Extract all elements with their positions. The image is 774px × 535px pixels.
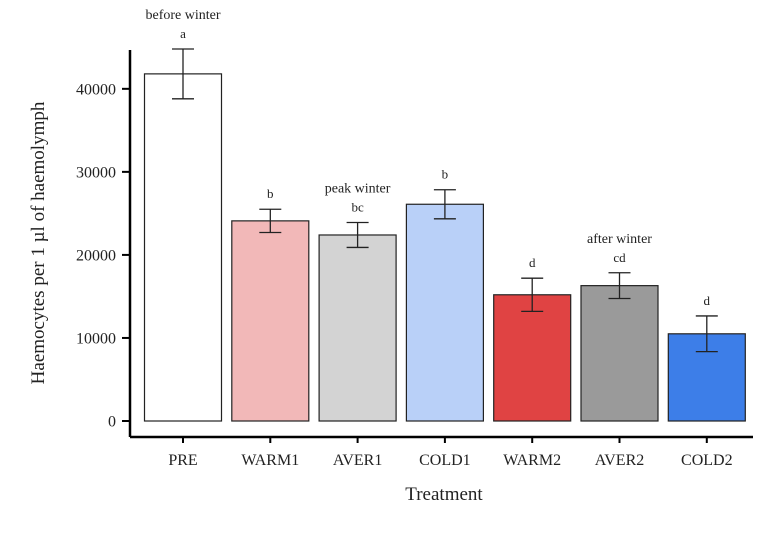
x-tick-label: COLD1 — [419, 452, 471, 469]
x-tick-label: WARM1 — [241, 452, 299, 469]
significance-label: d — [704, 293, 711, 308]
bar-aver2 — [580, 285, 659, 422]
period-annotation: before winter — [145, 8, 220, 23]
x-tick-label: WARM2 — [503, 452, 561, 469]
significance-label: b — [442, 167, 449, 182]
bar-labels-group: a before winter b bc peak winter b d cd after wi… — [145, 8, 710, 308]
bar-warm1 — [231, 220, 310, 422]
bars-group — [143, 73, 746, 422]
y-tick-label: 20000 — [76, 247, 116, 264]
bar-aver1 — [318, 234, 397, 422]
x-tick-label: AVER1 — [333, 452, 383, 469]
error-bars-group — [172, 48, 718, 353]
y-tick-label: 40000 — [76, 81, 116, 98]
bar-warm2 — [493, 294, 572, 422]
x-ticks-group: PRE WARM1 AVER1 COLD1 WARM2 AVER2 COLD2 — [168, 437, 733, 469]
y-ticks-group: 0 10000 20000 30000 40000 — [76, 81, 130, 431]
y-tick-label: 0 — [108, 414, 116, 431]
x-tick-label: PRE — [168, 452, 197, 469]
significance-label: bc — [351, 200, 364, 215]
bar-pre — [143, 73, 223, 422]
significance-label: d — [529, 255, 536, 270]
significance-label: cd — [613, 250, 626, 265]
y-axis-title: Haemocytes per 1 µl of haemolymph — [28, 101, 49, 384]
x-tick-label: COLD2 — [681, 452, 733, 469]
y-tick-label: 10000 — [76, 330, 116, 347]
x-axis-title: Treatment — [405, 484, 483, 505]
period-annotation: after winter — [587, 232, 652, 247]
bar-cold1 — [405, 203, 484, 422]
x-tick-label: AVER2 — [595, 452, 645, 469]
period-annotation: peak winter — [325, 182, 391, 197]
significance-label: b — [267, 186, 274, 201]
significance-label: a — [180, 26, 186, 41]
y-tick-label: 30000 — [76, 164, 116, 181]
